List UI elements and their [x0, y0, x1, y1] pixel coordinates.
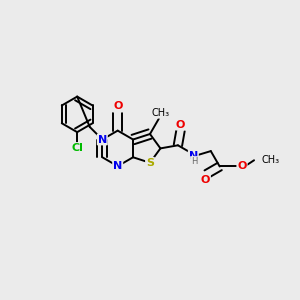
Text: O: O	[113, 101, 122, 111]
Text: N: N	[189, 151, 198, 161]
Text: O: O	[201, 175, 210, 185]
Text: O: O	[237, 161, 247, 172]
Text: O: O	[176, 120, 185, 130]
Text: S: S	[146, 158, 154, 168]
Text: N: N	[113, 161, 122, 171]
Text: CH₃: CH₃	[262, 154, 280, 165]
Text: H: H	[191, 157, 197, 166]
Text: CH₃: CH₃	[152, 108, 169, 118]
Text: N: N	[98, 134, 107, 145]
Text: Cl: Cl	[71, 143, 83, 153]
